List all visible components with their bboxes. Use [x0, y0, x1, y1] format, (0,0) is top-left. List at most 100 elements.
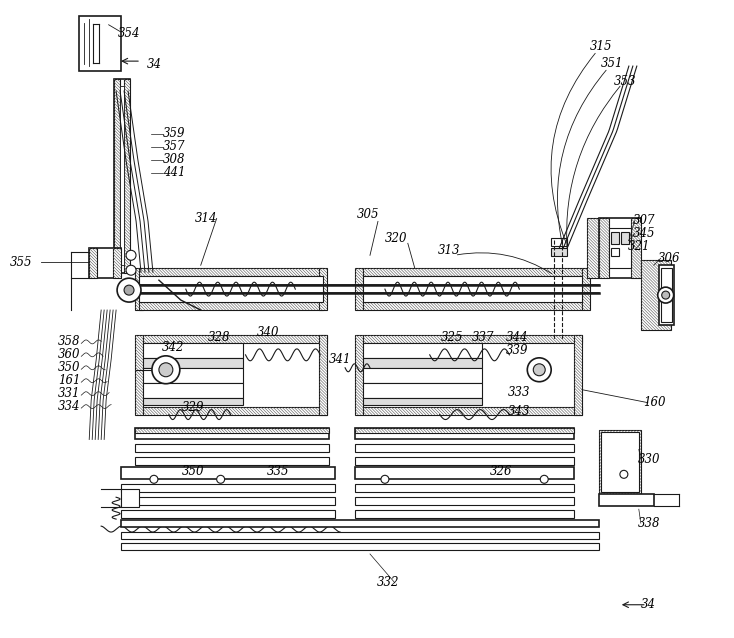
Text: 325: 325 [440, 331, 463, 345]
Bar [139, 276, 323, 302]
Bar [139, 268, 323, 276]
Bar [143, 335, 327, 343]
Text: 334: 334 [58, 400, 81, 413]
Text: 338: 338 [638, 517, 660, 530]
Bar [120, 86, 124, 265]
Text: 34: 34 [146, 57, 161, 71]
Bar [363, 383, 482, 397]
Text: 313: 313 [437, 244, 460, 257]
Bar [319, 268, 327, 310]
Bar [355, 457, 574, 465]
Bar [631, 218, 641, 278]
Text: 359: 359 [163, 128, 185, 140]
Circle shape [117, 278, 141, 302]
Text: 350: 350 [181, 465, 204, 478]
Bar [79, 17, 121, 71]
Text: 345: 345 [633, 227, 655, 240]
Bar [661, 268, 672, 322]
Circle shape [540, 475, 548, 483]
Bar [363, 406, 582, 415]
Text: 308: 308 [163, 153, 185, 166]
Text: 333: 333 [508, 386, 531, 399]
Bar [135, 268, 143, 310]
Text: 339: 339 [506, 345, 528, 357]
Bar [599, 429, 641, 494]
Text: 343: 343 [508, 405, 531, 418]
Bar [551, 239, 567, 246]
Text: 344: 344 [506, 331, 528, 345]
Bar [90, 248, 97, 278]
Bar [121, 520, 599, 527]
Bar [574, 335, 582, 415]
Bar [363, 335, 582, 343]
Bar [363, 358, 482, 367]
Bar [135, 335, 143, 415]
Circle shape [620, 470, 628, 478]
Text: 335: 335 [267, 465, 290, 478]
Text: 326: 326 [490, 465, 512, 478]
Text: 306: 306 [658, 252, 680, 265]
Bar [601, 431, 639, 493]
Text: 160: 160 [644, 396, 666, 409]
Text: 320: 320 [385, 232, 407, 245]
Bar [319, 335, 327, 415]
Bar [587, 218, 599, 278]
Bar [143, 406, 327, 415]
Bar [363, 367, 482, 383]
Bar [599, 494, 654, 506]
Text: 315: 315 [589, 40, 612, 53]
Bar [355, 510, 574, 518]
Text: 354: 354 [117, 27, 140, 40]
Text: 332: 332 [377, 576, 399, 590]
Bar [124, 79, 130, 273]
Bar [114, 79, 130, 273]
Circle shape [152, 356, 180, 383]
Circle shape [534, 364, 545, 376]
Circle shape [217, 475, 225, 483]
Bar [114, 79, 120, 273]
Bar [121, 489, 139, 507]
Bar [363, 302, 582, 310]
Bar [135, 427, 329, 433]
Bar [121, 497, 335, 505]
Bar [355, 468, 574, 479]
Bar [582, 268, 590, 310]
Bar [135, 457, 329, 465]
Text: 441: 441 [163, 166, 185, 179]
Text: 360: 360 [58, 348, 81, 361]
Bar [143, 383, 242, 397]
Text: 358: 358 [58, 336, 81, 348]
Text: 305: 305 [357, 208, 379, 221]
Bar [135, 427, 329, 440]
Text: 314: 314 [195, 212, 217, 225]
Circle shape [527, 358, 551, 382]
Text: 329: 329 [181, 401, 204, 414]
Circle shape [658, 287, 674, 303]
Bar [641, 260, 671, 330]
Bar [139, 302, 323, 310]
Bar [121, 532, 599, 539]
Text: 321: 321 [628, 240, 650, 253]
Circle shape [124, 285, 134, 295]
Bar [355, 427, 574, 433]
Text: 34: 34 [642, 598, 656, 611]
Text: 351: 351 [600, 57, 623, 70]
Bar [355, 268, 363, 310]
Bar [121, 468, 335, 479]
Bar [611, 248, 619, 256]
Text: 161: 161 [58, 375, 81, 387]
Bar [355, 497, 574, 505]
Bar [121, 484, 335, 493]
Circle shape [381, 475, 389, 483]
Text: 350: 350 [58, 361, 81, 375]
Text: 355: 355 [10, 256, 33, 269]
Bar [143, 358, 242, 367]
Text: 337: 337 [472, 331, 495, 345]
Text: 331: 331 [58, 387, 81, 400]
Bar [355, 484, 574, 493]
Bar [658, 265, 674, 325]
Bar [135, 445, 329, 452]
Bar [355, 427, 574, 440]
Text: 330: 330 [638, 453, 660, 466]
Bar [355, 335, 363, 415]
